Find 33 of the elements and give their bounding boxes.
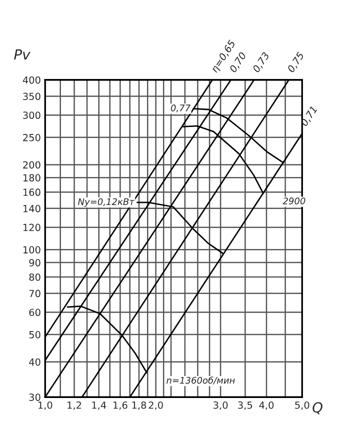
x-tick-label: 3,5 bbox=[238, 401, 252, 410]
x-tick-label: 1,8 bbox=[132, 401, 146, 410]
y-tick-label: 90 bbox=[29, 259, 40, 266]
y-tick-label: 70 bbox=[29, 290, 40, 298]
y-tick-label: 350 bbox=[23, 92, 40, 100]
y-axis-title: Pv bbox=[14, 49, 30, 60]
y-tick-label: 80 bbox=[29, 273, 40, 281]
annotation: Nу=0,12кВт bbox=[78, 198, 135, 207]
y-tick-label: 200 bbox=[23, 161, 40, 169]
y-tick-label: 30 bbox=[29, 394, 40, 401]
y-tick-label: 400 bbox=[22, 76, 40, 84]
annotation: n=1360об/мин bbox=[166, 376, 235, 384]
y-tick-label: 120 bbox=[23, 224, 40, 232]
x-tick-label: 1,6 bbox=[114, 401, 128, 410]
annotation: 2900 bbox=[282, 198, 306, 204]
x-tick-label: 1,4 bbox=[92, 402, 106, 410]
y-tick-label: 140 bbox=[23, 204, 40, 212]
x-tick-label: 4,0 bbox=[259, 401, 274, 410]
annotation: 0,77 bbox=[170, 104, 190, 112]
y-tick-label: 100 bbox=[23, 246, 40, 254]
x-tick-label: 1,0 bbox=[38, 401, 52, 410]
y-tick-label: 300 bbox=[23, 112, 40, 119]
x-tick-label: 1,2 bbox=[68, 401, 82, 410]
y-tick-label: 40 bbox=[29, 358, 40, 366]
x-tick-label: 5,0 bbox=[295, 401, 310, 410]
x-tick-label: 3,0 bbox=[214, 401, 228, 410]
y-tick-label: 160 bbox=[23, 188, 40, 196]
x-tick-label: 2,0 bbox=[148, 401, 163, 410]
y-tick-label: 60 bbox=[29, 308, 40, 316]
y-tick-label: 180 bbox=[23, 174, 40, 182]
y-tick-label: 50 bbox=[29, 331, 40, 338]
y-tick-label: 250 bbox=[23, 134, 40, 142]
x-axis-title: Q bbox=[312, 402, 322, 414]
